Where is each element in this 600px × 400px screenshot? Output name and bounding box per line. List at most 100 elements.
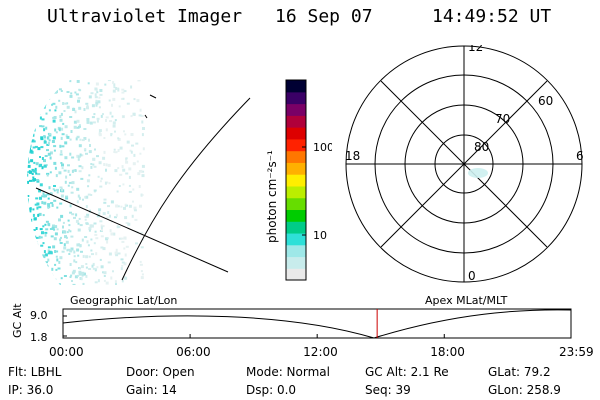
emission-pixel <box>68 229 71 232</box>
emission-pixel <box>41 157 44 160</box>
terminator-tick <box>144 114 148 119</box>
emission-pixel <box>54 278 57 282</box>
emission-pixel <box>121 240 125 243</box>
emission-pixel <box>89 226 92 228</box>
emission-pixel <box>55 105 58 109</box>
emission-pixel <box>69 211 72 214</box>
emission-pixel <box>25 121 27 124</box>
emission-pixel <box>125 172 129 175</box>
emission-pixel <box>142 127 145 130</box>
emission-pixel <box>59 202 63 205</box>
emission-pixel <box>30 218 33 222</box>
emission-pixel <box>78 217 81 220</box>
emission-pixel <box>73 216 76 219</box>
emission-pixel <box>64 141 68 145</box>
emission-pixel <box>16 157 19 160</box>
emission-pixel <box>39 256 42 260</box>
emission-pixel <box>86 120 90 124</box>
emission-pixel <box>56 250 59 253</box>
emission-pixel <box>27 139 29 142</box>
emission-pixel <box>36 202 40 206</box>
emission-pixel <box>120 97 124 100</box>
emission-pixel <box>31 117 34 120</box>
emission-pixel <box>59 242 63 244</box>
emission-pixel <box>16 93 18 95</box>
emission-pixel <box>65 195 68 198</box>
emission-pixel <box>40 244 44 247</box>
emission-pixel <box>82 282 85 285</box>
emission-pixel <box>27 82 28 85</box>
emission-pixel <box>102 113 104 116</box>
emission-pixel <box>47 197 50 200</box>
emission-pixel <box>22 190 24 193</box>
emission-pixel <box>30 258 33 262</box>
emission-pixel <box>20 196 22 199</box>
emission-pixel <box>18 211 20 214</box>
emission-pixel <box>34 106 37 109</box>
emission-pixel <box>69 116 73 118</box>
emission-pixel <box>36 107 39 111</box>
emission-pixel <box>87 193 91 196</box>
emission-pixel <box>110 276 113 280</box>
emission-pixel <box>21 155 24 157</box>
emission-pixel <box>32 213 35 217</box>
emission-pixel <box>22 84 24 86</box>
emission-pixel <box>71 186 74 189</box>
emission-pixel <box>56 258 59 262</box>
emission-pixel <box>69 94 73 98</box>
emission-pixel <box>43 159 46 163</box>
emission-pixel <box>123 247 126 250</box>
timeline-xtick-label: 12:00 <box>303 345 338 359</box>
emission-pixel <box>51 267 54 271</box>
emission-pixel <box>50 251 53 255</box>
colorbar-segment <box>286 150 306 163</box>
emission-pixel <box>36 80 39 81</box>
emission-pixel <box>94 96 98 99</box>
emission-pixel <box>23 124 25 126</box>
emission-pixel <box>112 97 116 101</box>
emission-pixel <box>37 173 41 176</box>
emission-pixel <box>132 112 136 116</box>
emission-pixel <box>88 150 92 154</box>
emission-pixel <box>121 261 125 264</box>
emission-pixel <box>20 238 23 241</box>
emission-pixel <box>121 264 124 267</box>
emission-pixel <box>103 271 107 275</box>
emission-pixel <box>32 133 35 137</box>
emission-pixel <box>46 143 50 146</box>
emission-pixel <box>100 114 103 118</box>
emission-pixel <box>122 97 125 100</box>
emission-pixel <box>76 248 80 252</box>
emission-pixel <box>17 251 20 253</box>
info-glat: GLat: 79.2 <box>488 365 551 379</box>
emission-pixel <box>63 230 67 234</box>
emission-pixel <box>62 221 65 224</box>
emission-pixel <box>83 137 87 140</box>
emission-pixel <box>69 204 72 208</box>
emission-pixel <box>55 90 58 94</box>
emission-pixel <box>35 89 39 92</box>
emission-pixel <box>86 118 90 121</box>
emission-pixel <box>78 106 82 110</box>
emission-pixel <box>78 170 82 173</box>
emission-pixel <box>70 191 74 194</box>
emission-pixel <box>85 215 89 218</box>
emission-pixel <box>31 80 35 83</box>
emission-pixel <box>21 279 24 281</box>
emission-pixel <box>27 123 31 127</box>
emission-pixel <box>92 262 95 266</box>
emission-pixel <box>16 109 18 111</box>
timeline-xtick-label: 00:00 <box>49 345 84 359</box>
emission-pixel <box>61 250 65 253</box>
emission-pixel <box>60 90 63 92</box>
info-dsp: Dsp: 0.0 <box>246 383 297 397</box>
emission-pixel <box>108 252 112 256</box>
emission-pixel <box>117 167 120 170</box>
emission-pixel <box>114 216 117 219</box>
emission-pixel <box>42 255 46 259</box>
emission-pixel <box>122 168 126 172</box>
emission-pixel <box>15 282 17 285</box>
emission-pixel <box>65 134 68 138</box>
emission-pixel <box>79 267 81 270</box>
colorbar-tick-100: 100 <box>313 141 332 154</box>
